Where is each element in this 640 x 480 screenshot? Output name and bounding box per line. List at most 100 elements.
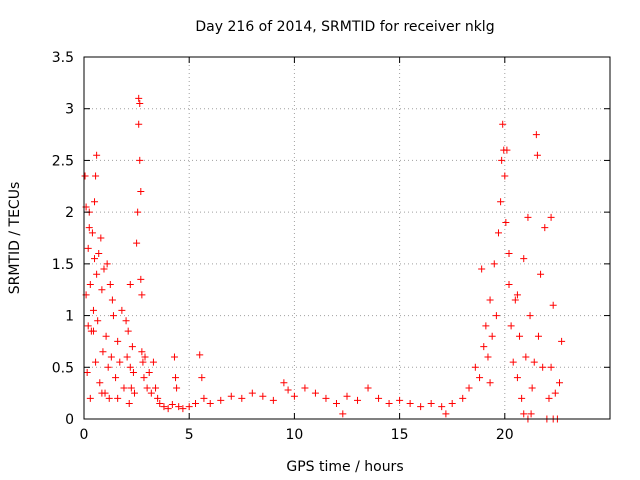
data-point: [130, 389, 138, 397]
y-tick-label: 2: [65, 205, 74, 221]
data-point: [198, 374, 206, 382]
data-point: [133, 239, 141, 247]
data-point: [134, 208, 142, 216]
x-tick-label: 15: [391, 427, 409, 443]
data-point: [311, 389, 319, 397]
data-point: [112, 374, 120, 382]
data-point: [528, 384, 536, 392]
data-point: [154, 394, 162, 402]
data-point: [526, 312, 534, 320]
data-point: [480, 343, 488, 351]
data-point: [103, 260, 111, 268]
data-point: [120, 384, 128, 392]
markers: [81, 94, 566, 423]
x-tick-label: 10: [285, 427, 303, 443]
data-point: [492, 312, 500, 320]
data-point: [138, 348, 146, 356]
data-point: [127, 384, 135, 392]
y-tick-label: 0.5: [52, 360, 74, 376]
data-point: [533, 151, 541, 159]
data-point: [128, 343, 136, 351]
data-point: [385, 399, 393, 407]
data-point: [122, 317, 130, 325]
x-tick-label: 0: [80, 427, 89, 443]
data-point: [94, 317, 102, 325]
data-point: [135, 94, 143, 102]
data-point: [91, 198, 99, 206]
data-point: [499, 120, 507, 128]
data-point: [530, 358, 538, 366]
y-tick-label: 1: [65, 309, 74, 325]
data-point: [217, 396, 225, 404]
data-point: [93, 151, 101, 159]
data-point: [156, 399, 164, 407]
data-point: [140, 374, 148, 382]
data-point: [227, 392, 235, 400]
data-point: [280, 379, 288, 387]
data-point: [427, 399, 435, 407]
data-point: [136, 100, 144, 108]
data-point: [507, 322, 515, 330]
data-point: [486, 379, 494, 387]
data-point: [486, 296, 494, 304]
data-point: [84, 244, 92, 252]
data-point: [442, 410, 450, 418]
data-point: [81, 172, 89, 180]
data-point: [558, 337, 566, 345]
data-point: [501, 172, 509, 180]
data-point: [541, 224, 549, 232]
data-point: [522, 353, 530, 361]
data-point: [126, 281, 134, 289]
data-point: [259, 392, 267, 400]
data-point: [301, 384, 309, 392]
data-point: [459, 394, 467, 402]
data-point: [520, 255, 528, 263]
data-point: [505, 281, 513, 289]
data-point: [102, 332, 110, 340]
data-point: [332, 399, 340, 407]
data-point: [339, 410, 347, 418]
data-point: [505, 250, 513, 258]
data-point: [99, 348, 107, 356]
data-point: [518, 394, 526, 402]
data-point: [185, 403, 193, 411]
data-point: [375, 394, 383, 402]
data-point: [476, 374, 484, 382]
data-point: [511, 296, 519, 304]
data-point: [269, 396, 277, 404]
data-point: [104, 363, 112, 371]
data-point: [152, 384, 160, 392]
data-point: [88, 229, 96, 237]
data-point: [545, 394, 553, 402]
data-point: [92, 172, 100, 180]
data-point: [109, 312, 117, 320]
data-point: [145, 368, 153, 376]
data-point: [524, 213, 532, 221]
y-tick-label: 3.5: [52, 50, 74, 66]
x-tick-label: 5: [185, 427, 194, 443]
data-point: [516, 332, 524, 340]
data-point: [143, 384, 151, 392]
x-tick-label: 20: [496, 427, 514, 443]
data-point: [438, 403, 446, 411]
data-point: [85, 224, 93, 232]
data-point: [322, 394, 330, 402]
data-point: [448, 399, 456, 407]
data-point: [97, 234, 105, 242]
data-point: [135, 120, 143, 128]
data-point: [84, 322, 92, 330]
data-point: [484, 353, 492, 361]
data-point: [170, 353, 178, 361]
data-point: [92, 358, 100, 366]
data-point: [126, 363, 134, 371]
data-point: [513, 374, 521, 382]
data-point: [537, 270, 545, 278]
data-point: [96, 379, 104, 387]
data-point: [471, 363, 479, 371]
data-point: [206, 399, 214, 407]
data-point: [238, 394, 246, 402]
data-point: [509, 358, 517, 366]
data-point: [556, 379, 564, 387]
data-point: [364, 384, 372, 392]
